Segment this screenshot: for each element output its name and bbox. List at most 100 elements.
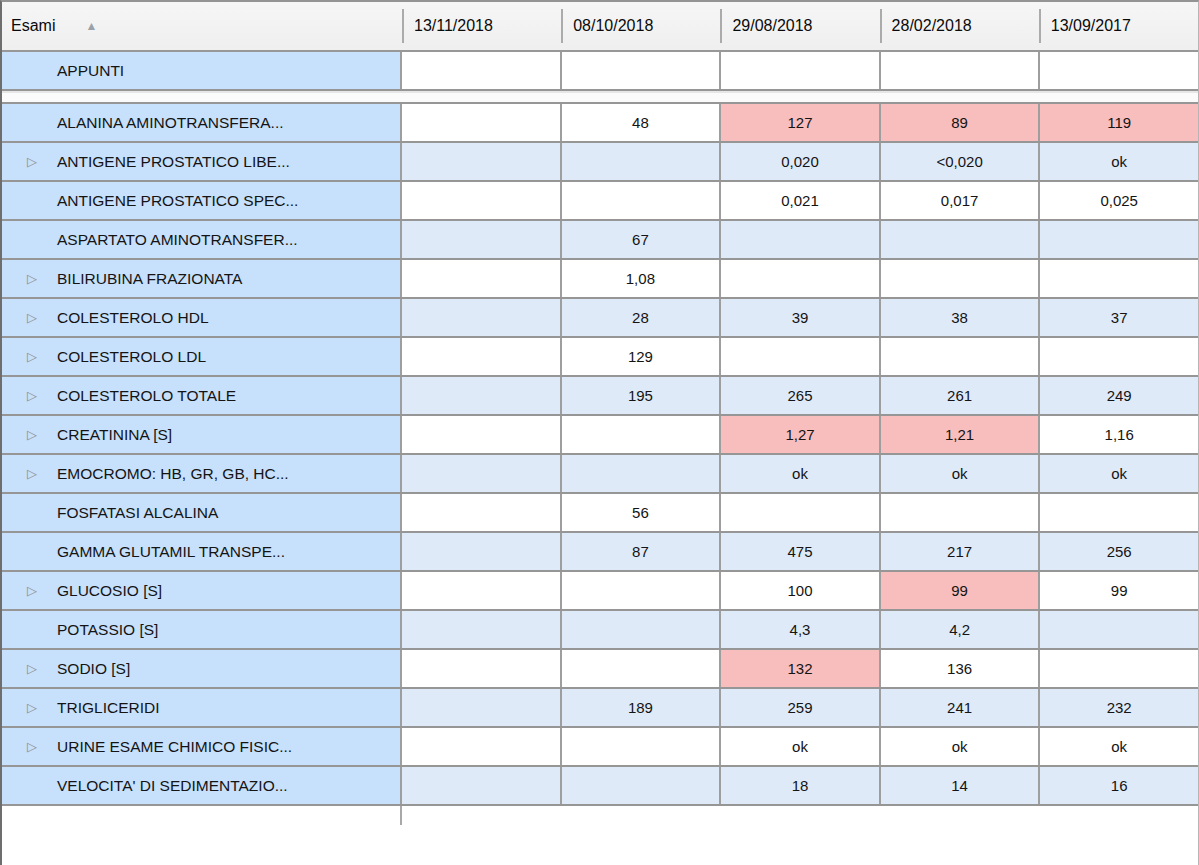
result-cell[interactable] [402, 494, 562, 531]
result-cell[interactable] [881, 338, 1041, 375]
result-cell[interactable]: 100 [721, 572, 881, 609]
expand-arrow-icon[interactable]: ▷ [27, 311, 37, 324]
column-header-date[interactable]: 08/10/2018 [561, 2, 720, 50]
result-cell[interactable]: 195 [562, 377, 722, 414]
result-cell-abnormal[interactable]: 217 [881, 533, 1041, 570]
result-cell[interactable] [402, 611, 562, 648]
result-cell[interactable] [402, 689, 562, 726]
exam-name-cell[interactable]: FOSFATASI ALCALINA [2, 494, 402, 531]
result-cell-abnormal[interactable]: ok [1040, 143, 1198, 180]
expand-arrow-icon[interactable]: ▷ [27, 389, 37, 402]
result-cell[interactable] [402, 260, 562, 297]
expand-arrow-icon[interactable]: ▷ [27, 740, 37, 753]
column-header-date[interactable]: 29/08/2018 [720, 2, 879, 50]
result-cell[interactable] [402, 767, 562, 804]
result-cell-abnormal[interactable]: 37 [1040, 299, 1198, 336]
result-cell[interactable]: 0,025 [1040, 182, 1198, 219]
result-cell[interactable] [562, 182, 722, 219]
exam-name-cell[interactable]: APPUNTI [2, 52, 402, 89]
result-cell[interactable] [402, 221, 562, 258]
result-cell[interactable]: ok [881, 728, 1041, 765]
result-cell-abnormal[interactable]: 132 [721, 650, 881, 687]
result-cell-abnormal[interactable]: 0,020 [721, 143, 881, 180]
result-cell-abnormal[interactable]: 28 [562, 299, 722, 336]
result-cell[interactable]: 0,017 [881, 182, 1041, 219]
column-header-date[interactable]: 28/02/2018 [880, 2, 1039, 50]
exam-name-cell[interactable]: ▷COLESTEROLO HDL [2, 299, 402, 336]
result-cell[interactable]: 48 [562, 104, 722, 141]
result-cell[interactable] [562, 611, 722, 648]
result-cell-abnormal[interactable]: 99 [881, 572, 1041, 609]
result-cell[interactable]: 14 [881, 767, 1041, 804]
result-cell[interactable] [402, 416, 562, 453]
result-cell-abnormal[interactable]: 38 [881, 299, 1041, 336]
result-cell[interactable] [1040, 338, 1198, 375]
exam-name-cell[interactable]: ▷EMOCROMO: HB, GR, GB, HC... [2, 455, 402, 492]
exam-name-cell[interactable]: VELOCITA' DI SEDIMENTAZIO... [2, 767, 402, 804]
result-cell-abnormal[interactable]: 67 [562, 221, 722, 258]
result-cell[interactable]: 1,08 [562, 260, 722, 297]
result-cell[interactable] [402, 455, 562, 492]
expand-arrow-icon[interactable]: ▷ [27, 428, 37, 441]
exam-name-cell[interactable]: POTASSIO [S] [2, 611, 402, 648]
result-cell[interactable]: 129 [562, 338, 722, 375]
result-cell-abnormal[interactable]: 89 [881, 104, 1041, 141]
result-cell[interactable]: 136 [881, 650, 1041, 687]
result-cell[interactable] [721, 260, 881, 297]
result-cell[interactable] [562, 728, 722, 765]
expand-arrow-icon[interactable]: ▷ [27, 272, 37, 285]
exam-name-cell[interactable]: ▷GLUCOSIO [S] [2, 572, 402, 609]
result-cell-abnormal[interactable]: 127 [721, 104, 881, 141]
result-cell-abnormal[interactable]: 39 [721, 299, 881, 336]
exam-name-cell[interactable]: ANTIGENE PROSTATICO SPEC... [2, 182, 402, 219]
result-cell[interactable] [402, 572, 562, 609]
result-cell[interactable] [402, 728, 562, 765]
result-cell-abnormal[interactable]: 261 [881, 377, 1041, 414]
result-cell-abnormal[interactable]: 256 [1040, 533, 1198, 570]
result-cell[interactable]: 99 [1040, 572, 1198, 609]
exam-name-cell[interactable]: ▷ANTIGENE PROSTATICO LIBE... [2, 143, 402, 180]
result-cell[interactable] [721, 494, 881, 531]
exam-name-cell[interactable]: ▷COLESTEROLO LDL [2, 338, 402, 375]
result-cell[interactable] [721, 221, 881, 258]
result-cell[interactable]: 4,2 [881, 611, 1041, 648]
result-cell[interactable]: ok [1040, 455, 1198, 492]
result-cell[interactable]: ok [721, 455, 881, 492]
exam-name-cell[interactable]: ▷COLESTEROLO TOTALE [2, 377, 402, 414]
result-cell[interactable]: 56 [562, 494, 722, 531]
result-cell-abnormal[interactable]: 265 [721, 377, 881, 414]
expand-arrow-icon[interactable]: ▷ [27, 467, 37, 480]
exam-name-cell[interactable]: ▷SODIO [S] [2, 650, 402, 687]
result-cell[interactable] [402, 377, 562, 414]
result-cell[interactable] [1040, 260, 1198, 297]
exam-name-cell[interactable]: ALANINA AMINOTRANSFERA... [2, 104, 402, 141]
column-header-esami[interactable]: Esami ▲ [2, 2, 402, 50]
result-cell[interactable] [562, 572, 722, 609]
result-cell[interactable] [1040, 611, 1198, 648]
result-cell-abnormal[interactable]: 119 [1040, 104, 1198, 141]
result-cell[interactable] [881, 221, 1041, 258]
expand-arrow-icon[interactable]: ▷ [27, 155, 37, 168]
result-cell[interactable] [881, 260, 1041, 297]
result-cell[interactable] [562, 767, 722, 804]
result-cell-abnormal[interactable]: 1,21 [881, 416, 1041, 453]
expand-arrow-icon[interactable]: ▷ [27, 662, 37, 675]
result-cell[interactable]: 4,3 [721, 611, 881, 648]
result-cell[interactable] [721, 52, 881, 89]
result-cell[interactable] [562, 650, 722, 687]
result-cell[interactable] [402, 52, 562, 89]
result-cell[interactable] [402, 650, 562, 687]
expand-arrow-icon[interactable]: ▷ [27, 584, 37, 597]
result-cell-abnormal[interactable]: 249 [1040, 377, 1198, 414]
result-cell[interactable] [562, 455, 722, 492]
result-cell[interactable] [1040, 221, 1198, 258]
result-cell[interactable] [1040, 650, 1198, 687]
exam-name-cell[interactable]: GAMMA GLUTAMIL TRANSPE... [2, 533, 402, 570]
column-header-date[interactable]: 13/09/2017 [1039, 2, 1198, 50]
exam-name-cell[interactable]: ▷BILIRUBINA FRAZIONATA [2, 260, 402, 297]
result-cell[interactable]: ok [881, 455, 1041, 492]
column-header-date[interactable]: 13/11/2018 [402, 2, 561, 50]
result-cell[interactable] [402, 104, 562, 141]
result-cell[interactable] [721, 338, 881, 375]
result-cell[interactable] [562, 143, 722, 180]
